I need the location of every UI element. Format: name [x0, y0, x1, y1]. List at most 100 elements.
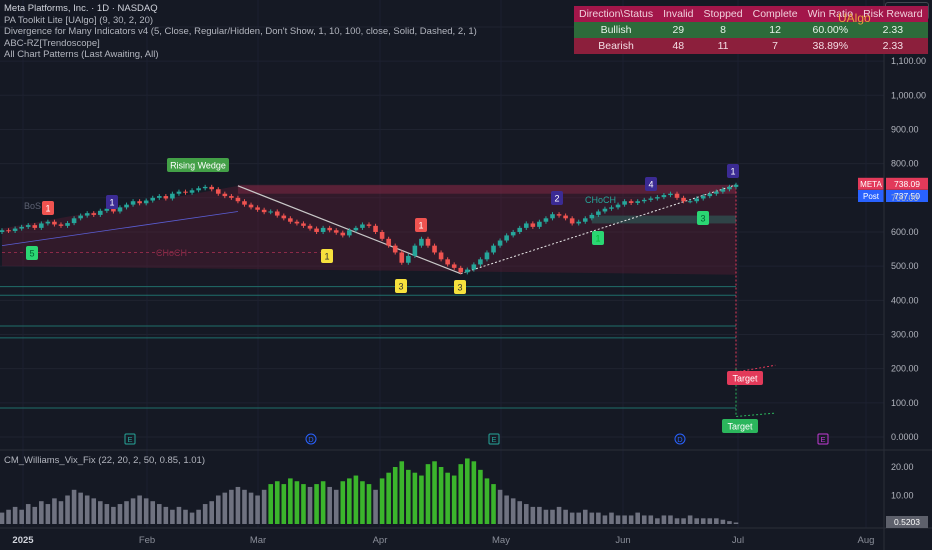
vix-bar: [196, 509, 201, 524]
wave-label-bg: [592, 231, 604, 245]
candle: [615, 204, 621, 208]
vix-bar: [189, 512, 195, 524]
candle: [25, 225, 31, 227]
stats-header-cell: Stopped: [698, 6, 748, 22]
x-tick-label: Apr: [373, 535, 388, 546]
wave-label-bg: [321, 249, 333, 263]
stats-cell: 8: [698, 22, 748, 38]
candle: [222, 193, 228, 197]
vix-bar: [563, 509, 568, 524]
vix-current-value: 0.5203: [894, 517, 920, 527]
rising-wedge-label-bg: [167, 158, 229, 172]
vix-bar: [202, 504, 208, 524]
stats-header-row: Direction\Status Invalid Stopped Complet…: [574, 6, 928, 22]
vix-bar: [550, 509, 555, 524]
target-label-bg: [727, 371, 763, 385]
candle: [687, 201, 693, 203]
candle: [0, 230, 5, 232]
candle: [406, 255, 411, 263]
vix-bar: [458, 464, 464, 524]
y-tick-label: 200.00: [891, 364, 919, 374]
indicator-1[interactable]: PA Toolkit Lite [UAlgo] (9, 30, 2, 20): [4, 14, 154, 26]
vix-bar: [111, 506, 116, 524]
vix-bar: [412, 472, 418, 524]
x-tick-label: Jun: [615, 535, 630, 546]
wave-label: 4: [648, 180, 653, 190]
indicator-2[interactable]: Divergence for Many Indicators v4 (5, Cl…: [4, 26, 477, 38]
wave-label-bg: [395, 279, 407, 293]
candle: [373, 225, 378, 232]
indicator-4[interactable]: All Chart Patterns (Last Awaiting, All): [4, 49, 159, 61]
vix-bar: [71, 489, 77, 524]
candle: [156, 196, 162, 198]
symbol-title[interactable]: Meta Platforms, Inc. · 1D · NASDAQ: [4, 3, 158, 14]
candle: [445, 259, 450, 265]
vix-bar: [91, 498, 97, 524]
indicator-3[interactable]: ABC-RZ[Trendoscope]: [4, 37, 100, 49]
y-tick-label: 700.00: [891, 193, 919, 203]
vix-bar: [491, 484, 496, 524]
candle: [307, 225, 313, 229]
vix-bar: [268, 484, 273, 524]
candle: [648, 198, 654, 200]
x-tick-label: Feb: [139, 535, 155, 546]
candle: [727, 186, 732, 190]
vix-current-bg: [886, 516, 928, 528]
candle: [301, 223, 306, 226]
price-label-name: META: [860, 180, 882, 189]
candle: [622, 201, 627, 205]
vix-bar: [333, 489, 339, 524]
stats-cell: Bearish: [574, 38, 659, 54]
choch-label: CHoCH: [585, 195, 616, 205]
candle: [137, 201, 142, 204]
candle: [681, 197, 686, 202]
stats-header-cell: Complete: [747, 6, 803, 22]
candle: [733, 184, 739, 187]
stats-header-cell: Risk Reward: [858, 6, 928, 22]
candle: [641, 199, 647, 202]
vix-bar: [406, 469, 411, 524]
candle: [320, 227, 326, 232]
vix-bar: [714, 518, 719, 524]
candle: [478, 259, 483, 265]
wave-label: 1: [45, 204, 50, 214]
candle: [235, 197, 241, 202]
vix-bar: [674, 518, 680, 524]
vix-bar: [720, 519, 726, 524]
candle: [202, 186, 208, 189]
vix-bar: [445, 472, 450, 524]
candle: [668, 193, 673, 196]
wave-label-bg: [727, 164, 739, 178]
vix-bar: [6, 509, 11, 524]
stats-cell: Bullish: [574, 22, 659, 38]
candle: [117, 207, 123, 212]
wave-label: 1: [109, 198, 114, 208]
wave-label: 1: [595, 234, 600, 244]
price-label-tag: [858, 177, 884, 190]
candle: [432, 245, 437, 253]
vix-bar: [694, 518, 699, 524]
zigzag-line: [1, 211, 238, 247]
vix-bar: [582, 509, 588, 524]
vix-bar: [19, 509, 24, 524]
stats-cell: 38.89%: [802, 38, 859, 54]
vix-bar: [229, 489, 234, 524]
vix-bar: [622, 515, 627, 524]
vix-bar: [98, 501, 103, 524]
vix-bar: [465, 458, 470, 524]
vix-bar: [255, 495, 260, 524]
resistance-box: [237, 184, 736, 194]
x-tick-label: Jul: [732, 535, 744, 546]
candle: [71, 218, 77, 224]
vix-bar: [484, 478, 490, 524]
y-tick-label: 400.00: [891, 295, 919, 305]
event-marker-bg: [305, 433, 317, 445]
stats-row-bullish: Bullish 29 8 12 60.00% 2.33: [574, 22, 928, 38]
candle: [537, 221, 542, 227]
event-marker: E: [820, 435, 825, 444]
vix-tick-label: 20.00: [891, 462, 914, 472]
ualgo-watermark: UAlgo: [838, 11, 871, 25]
vix-bar: [609, 512, 614, 524]
vix-legend[interactable]: CM_Williams_Vix_Fix (22, 20, 2, 50, 0.85…: [4, 455, 205, 466]
